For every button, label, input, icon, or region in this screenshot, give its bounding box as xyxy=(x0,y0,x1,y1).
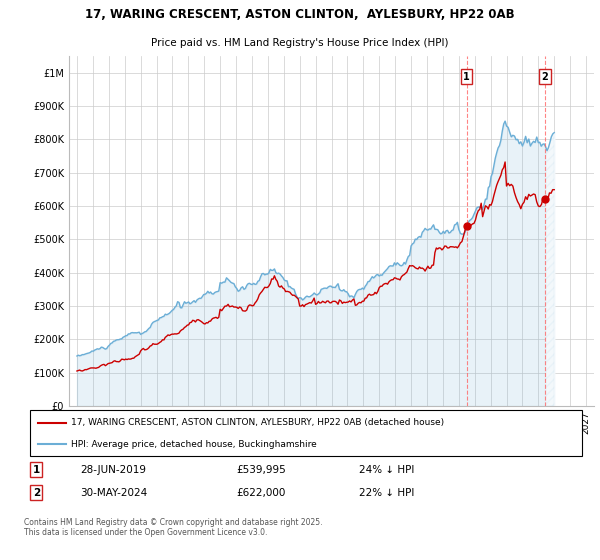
Text: Contains HM Land Registry data © Crown copyright and database right 2025.
This d: Contains HM Land Registry data © Crown c… xyxy=(24,518,323,538)
Text: 30-MAY-2024: 30-MAY-2024 xyxy=(80,488,147,498)
Text: 17, WARING CRESCENT, ASTON CLINTON,  AYLESBURY, HP22 0AB: 17, WARING CRESCENT, ASTON CLINTON, AYLE… xyxy=(85,8,515,21)
Text: 28-JUN-2019: 28-JUN-2019 xyxy=(80,465,146,475)
Text: 1: 1 xyxy=(463,72,470,82)
Text: HPI: Average price, detached house, Buckinghamshire: HPI: Average price, detached house, Buck… xyxy=(71,440,317,449)
Text: 17, WARING CRESCENT, ASTON CLINTON, AYLESBURY, HP22 0AB (detached house): 17, WARING CRESCENT, ASTON CLINTON, AYLE… xyxy=(71,418,445,427)
Text: £622,000: £622,000 xyxy=(236,488,286,498)
Text: Price paid vs. HM Land Registry's House Price Index (HPI): Price paid vs. HM Land Registry's House … xyxy=(151,38,449,48)
Text: 2: 2 xyxy=(32,488,40,498)
Text: 2: 2 xyxy=(541,72,548,82)
Text: 24% ↓ HPI: 24% ↓ HPI xyxy=(359,465,414,475)
FancyBboxPatch shape xyxy=(30,410,582,456)
Text: £539,995: £539,995 xyxy=(236,465,286,475)
Text: 1: 1 xyxy=(32,465,40,475)
Text: 22% ↓ HPI: 22% ↓ HPI xyxy=(359,488,414,498)
